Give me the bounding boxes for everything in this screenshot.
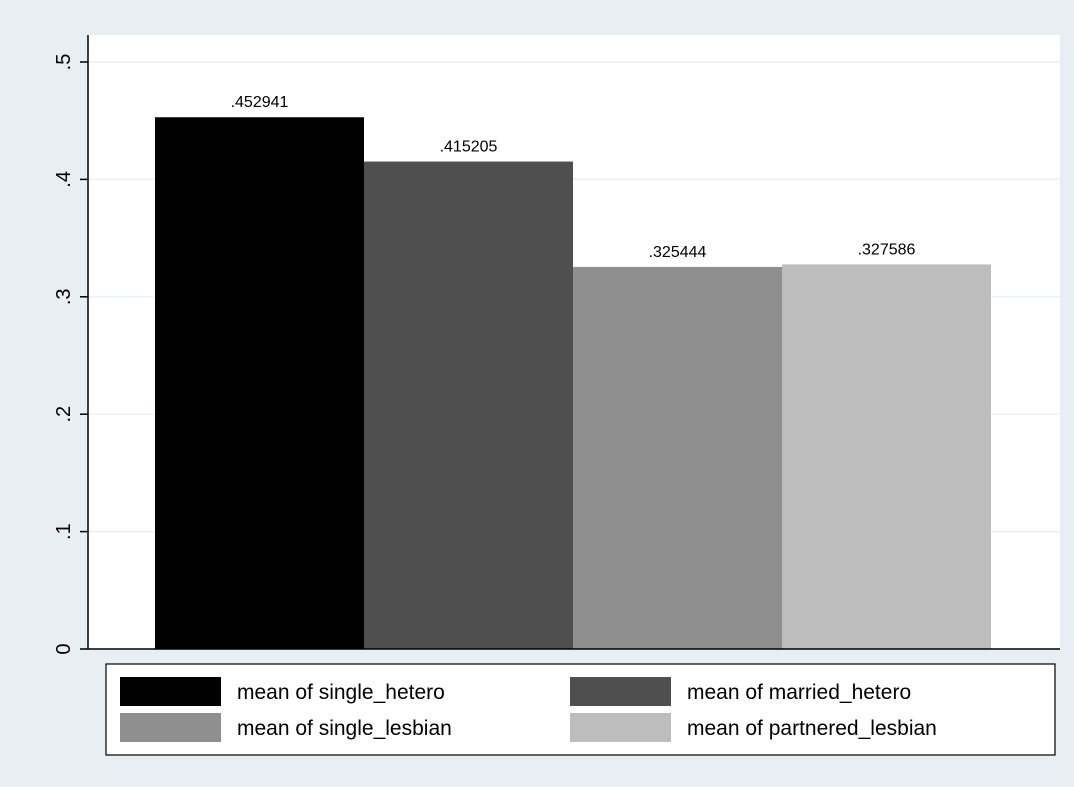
axes: 0 .1 .2 .3 .4 .5: [53, 35, 1060, 655]
y-tick-label: .2: [53, 406, 75, 423]
bar-value-label: .415205: [440, 139, 498, 156]
bar-value-label: .452941: [231, 94, 289, 111]
legend-label: mean of partnered_lesbian: [687, 717, 937, 740]
y-tick-label: .3: [53, 288, 75, 305]
bar-4: [782, 264, 991, 649]
y-tick-label: 0: [53, 643, 75, 654]
legend-label: mean of married_hetero: [687, 681, 911, 704]
legend-label: mean of single_hetero: [237, 681, 445, 704]
legend-swatch: [120, 677, 221, 706]
legend-label: mean of single_lesbian: [237, 717, 452, 740]
y-tick-label: .5: [53, 54, 75, 71]
legend-swatch: [570, 713, 671, 742]
bar-2: [364, 161, 573, 650]
y-tick-label: .1: [53, 523, 75, 540]
y-tick-label: .4: [53, 171, 75, 188]
bar-value-label: .327586: [858, 241, 916, 258]
legend: mean of single_hetero mean of married_het…: [105, 663, 1056, 756]
bar-3: [573, 266, 782, 649]
bar-1: [155, 117, 364, 650]
bars: [155, 117, 991, 650]
legend-swatch: [120, 713, 221, 742]
legend-swatch: [570, 677, 671, 706]
value-labels: .452941 .415205 .325444 .327586: [231, 94, 916, 261]
bar-value-label: .325444: [649, 244, 707, 261]
